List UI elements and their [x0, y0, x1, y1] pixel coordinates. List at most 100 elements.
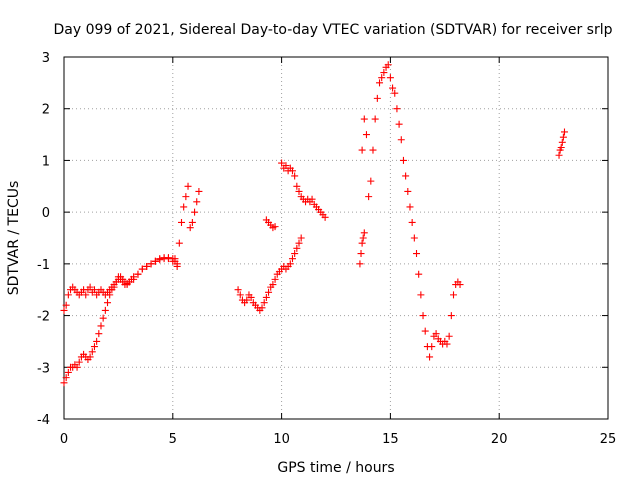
data-point: [356, 260, 364, 268]
x-tick-label: 20: [491, 432, 508, 447]
data-point: [397, 136, 405, 144]
data-point: [393, 105, 401, 113]
data-point: [156, 256, 164, 264]
data-point: [104, 299, 112, 307]
x-axis-label: GPS time / hours: [277, 460, 394, 476]
data-point: [265, 288, 273, 296]
data-point: [86, 283, 94, 291]
data-point: [147, 260, 155, 268]
data-point: [373, 94, 381, 102]
data-point: [90, 286, 98, 294]
data-point: [178, 218, 186, 226]
data-point: [93, 337, 101, 345]
data-point: [415, 270, 423, 278]
data-point: [75, 358, 83, 366]
data-point: [88, 348, 96, 356]
data-point: [151, 257, 159, 265]
data-point: [395, 120, 403, 128]
y-tick-label: -4: [37, 413, 50, 428]
data-point: [378, 74, 386, 82]
data-point: [138, 265, 146, 273]
y-tick-label: -1: [37, 258, 50, 273]
data-point: [286, 260, 294, 268]
data-point: [358, 146, 366, 154]
data-point: [365, 193, 373, 201]
data-point: [376, 79, 384, 87]
data-point: [421, 327, 429, 335]
data-point: [557, 144, 565, 151]
data-point: [428, 343, 436, 351]
x-tick-label: 0: [60, 432, 68, 447]
data-point: [447, 312, 455, 320]
data-point: [99, 314, 107, 322]
data-point: [419, 312, 427, 320]
x-tick-label: 25: [600, 432, 617, 447]
data-point: [404, 187, 412, 195]
data-point: [291, 172, 299, 180]
data-point: [295, 187, 303, 195]
x-tick-label: 15: [382, 432, 399, 447]
data-point: [282, 162, 290, 170]
data-point: [384, 61, 392, 69]
data-point: [62, 301, 70, 309]
data-point: [391, 89, 399, 97]
y-tick-label: -2: [37, 310, 50, 325]
x-tick-label: 5: [169, 432, 177, 447]
data-point: [64, 291, 72, 299]
data-point: [291, 250, 299, 258]
data-point: [262, 293, 270, 301]
data-point: [97, 322, 105, 330]
data-point: [560, 128, 568, 136]
data-point: [558, 138, 566, 146]
data-point: [90, 343, 98, 351]
data-point: [62, 374, 70, 382]
data-point: [293, 182, 301, 190]
y-tick-label: 0: [42, 206, 50, 221]
data-point: [260, 299, 268, 307]
data-point: [60, 306, 68, 314]
data-point: [367, 177, 375, 185]
data-point: [180, 203, 188, 211]
data-point: [110, 283, 118, 291]
data-point: [236, 291, 244, 299]
data-point: [359, 234, 367, 242]
data-point: [193, 198, 201, 206]
data-point: [445, 332, 453, 340]
plot-frame: [63, 56, 609, 420]
data-point: [247, 293, 255, 301]
y-tick-label: -3: [37, 361, 50, 376]
data-point: [389, 84, 397, 92]
data-point: [188, 218, 196, 226]
data-point: [106, 291, 114, 299]
data-point: [357, 250, 365, 258]
data-point: [143, 262, 151, 270]
data-point: [555, 151, 563, 159]
data-point: [321, 213, 329, 221]
data-point: [164, 254, 172, 262]
x-tick-label: 10: [273, 432, 290, 447]
data-point: [559, 133, 567, 141]
y-tick-label: 2: [42, 103, 50, 118]
data-point: [369, 146, 377, 154]
data-point: [432, 330, 440, 338]
data-point: [380, 69, 388, 77]
data-point: [271, 275, 279, 283]
data-point: [360, 115, 368, 123]
y-tick-label: 3: [42, 51, 50, 66]
data-point: [402, 172, 410, 180]
data-point: [134, 270, 142, 278]
data-point: [186, 224, 194, 232]
data-point: [297, 234, 305, 242]
gridlines: [64, 57, 608, 419]
data-point: [195, 187, 203, 195]
data-point: [410, 234, 418, 242]
data-points: [60, 61, 568, 387]
data-point: [269, 281, 277, 289]
data-point: [371, 115, 379, 123]
data-point: [258, 304, 266, 312]
data-point: [112, 278, 120, 286]
data-point: [417, 291, 425, 299]
data-point: [173, 262, 181, 270]
data-point: [386, 74, 394, 82]
